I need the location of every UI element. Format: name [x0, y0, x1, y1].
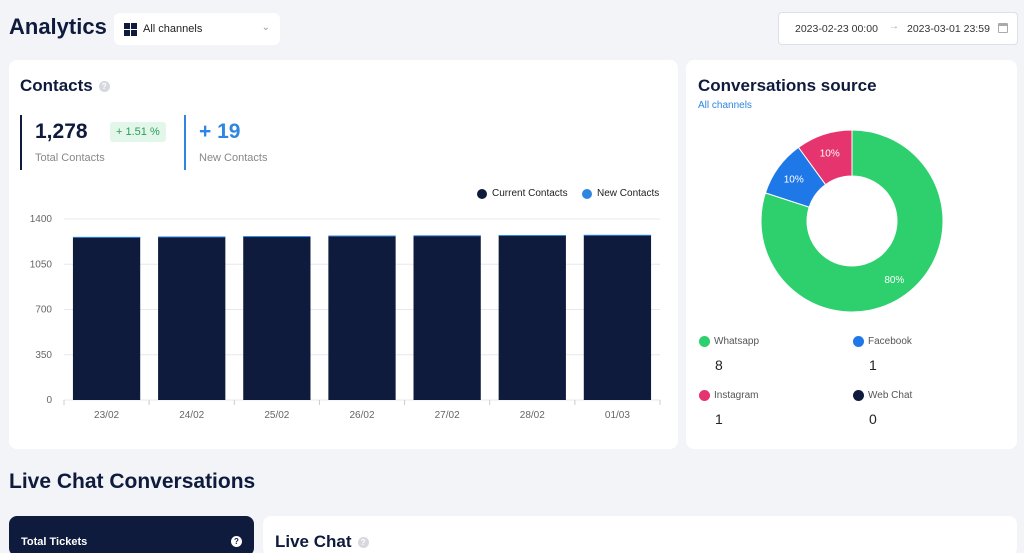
date-end[interactable]: 2023-03-01 23:59: [907, 23, 990, 35]
help-icon[interactable]: ?: [357, 537, 369, 548]
contacts-bar-chart: 0 350 700 1050 1400 23/02 24/02 25/02 26/02 27/02…: [30, 214, 661, 421]
source-instagram: Instagram 1: [699, 390, 839, 427]
legend-new-label: New Contacts: [597, 188, 660, 199]
new-contacts-label: New Contacts: [199, 152, 268, 164]
bar-new-contacts: [72, 236, 141, 238]
source-subtitle[interactable]: All channels: [698, 100, 752, 111]
bar-current-contacts: [583, 235, 652, 400]
bar-new-contacts: [498, 235, 566, 237]
chevron-down-icon: ⌄: [261, 22, 270, 33]
whatsapp-dot: [699, 336, 710, 347]
source-title: Conversations source: [698, 76, 877, 95]
total-contacts-value: 1,278: [35, 120, 88, 143]
donut-slice-whatsapp: [760, 129, 944, 313]
x-tick-label: 28/02: [520, 410, 545, 421]
donut-slice-instagram: [797, 129, 853, 186]
live-chat-card: Live Chat?: [263, 516, 1017, 553]
source-webchat-label: Web Chat: [868, 390, 913, 401]
source-facebook: Facebook 1: [853, 336, 993, 373]
bar-current-contacts: [328, 235, 396, 400]
new-contacts-stat: + 19 New Contacts: [184, 115, 267, 170]
donut-slice-label: 10%: [820, 149, 840, 160]
calendar-icon[interactable]: [998, 23, 1008, 33]
bar-current-contacts: [413, 235, 481, 400]
x-tick-label: 23/02: [94, 410, 119, 421]
legend-dot-new: [582, 188, 592, 199]
total-contacts-label: Total Contacts: [35, 152, 105, 164]
bar-new-contacts: [583, 234, 652, 236]
webchat-dot: [853, 390, 864, 401]
live-chat-section-title: Live Chat Conversations: [9, 470, 256, 493]
contacts-title-text: Contacts: [20, 76, 93, 95]
source-whatsapp: Whatsapp 8: [699, 336, 839, 373]
facebook-dot: [853, 336, 864, 347]
y-tick-label: 700: [35, 305, 52, 316]
bar-current-contacts: [498, 235, 566, 400]
conversations-source-card: Conversations source All channels 80% 10%…: [686, 60, 1017, 449]
channel-select[interactable]: All channels ⌄: [114, 13, 280, 45]
source-facebook-count: 1: [869, 357, 877, 373]
live-chat-title-text: Live Chat: [275, 532, 352, 551]
bar-new-contacts: [158, 236, 226, 238]
instagram-dot: [699, 390, 710, 401]
contacts-card: Contacts? 1,278 Total Contacts + 1.51 % …: [9, 60, 678, 449]
bar-current-contacts: [243, 236, 311, 400]
y-tick-label: 0: [46, 395, 52, 406]
x-tick-label: 24/02: [179, 410, 204, 421]
source-facebook-label: Facebook: [868, 336, 912, 347]
bar-new-contacts: [243, 236, 311, 238]
contacts-title: Contacts?: [20, 76, 110, 96]
live-chat-title: Live Chat?: [275, 532, 369, 552]
source-webchat: Web Chat 0: [853, 390, 993, 427]
date-range-picker[interactable]: 2023-02-23 00:00 → 2023-03-01 23:59: [778, 12, 1018, 45]
total-tickets-label: Total Tickets: [21, 536, 88, 548]
y-tick-label: 1050: [30, 259, 53, 270]
channel-select-value: All channels: [143, 23, 203, 35]
x-tick-label: 26/02: [349, 410, 374, 421]
y-tick-label: 1400: [30, 214, 53, 225]
arrow-right-icon: →: [889, 21, 899, 32]
x-tick-label: 27/02: [435, 410, 460, 421]
total-tickets-card: Total Tickets ?: [9, 516, 254, 553]
help-icon[interactable]: ?: [98, 81, 110, 92]
page-title: Analytics: [9, 14, 107, 39]
source-instagram-count: 1: [715, 411, 723, 427]
grid-icon: [124, 22, 137, 36]
bar-new-contacts: [328, 235, 396, 237]
legend-dot-current: [477, 188, 487, 199]
legend-current-contacts[interactable]: Current Contacts: [477, 188, 568, 199]
donut-slice-label: 80%: [884, 275, 904, 286]
date-start[interactable]: 2023-02-23 00:00: [795, 23, 878, 35]
source-whatsapp-label: Whatsapp: [714, 336, 760, 347]
growth-badge: + 1.51 %: [110, 122, 166, 142]
bar-current-contacts: [72, 237, 141, 400]
total-contacts-stat: 1,278 Total Contacts + 1.51 %: [20, 115, 166, 170]
donut-slice-label: 10%: [784, 175, 804, 186]
source-instagram-label: Instagram: [714, 390, 759, 401]
y-tick-label: 350: [35, 350, 52, 361]
source-webchat-count: 0: [869, 411, 877, 427]
legend-new-contacts[interactable]: New Contacts: [582, 188, 659, 199]
legend-current-label: Current Contacts: [492, 188, 568, 199]
bar-current-contacts: [158, 236, 226, 400]
new-contacts-value: + 19: [199, 120, 241, 143]
bar-new-contacts: [413, 235, 481, 237]
help-icon[interactable]: ?: [231, 536, 242, 547]
source-whatsapp-count: 8: [715, 357, 723, 373]
x-tick-label: 01/03: [605, 410, 630, 421]
x-tick-label: 25/02: [264, 410, 289, 421]
conversations-donut-chart: 80% 10% 10%: [760, 129, 944, 313]
